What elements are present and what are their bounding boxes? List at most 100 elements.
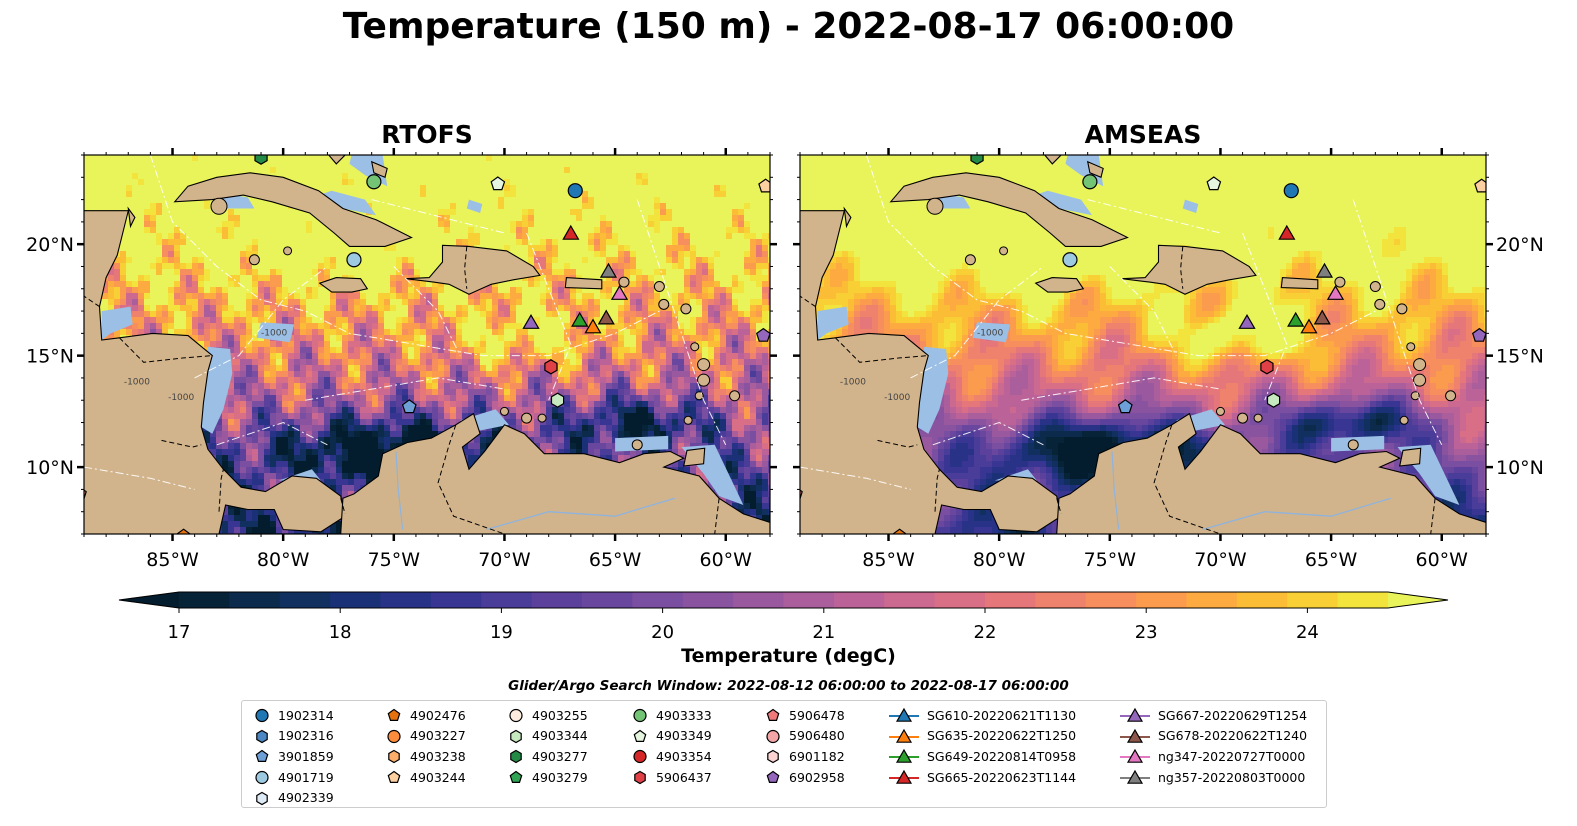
legend-marker-circle <box>387 729 401 743</box>
legend-marker-hexagon <box>256 791 268 805</box>
legend-item: 5906478 <box>763 705 845 726</box>
legend-marker-pentagon <box>255 750 269 763</box>
lon-tick-label: 70°W <box>1194 549 1247 571</box>
lon-tick-label: 75°W <box>368 549 421 571</box>
legend-label: ng357-20220803T0000 <box>1158 769 1306 785</box>
colorbar-label: Temperature (degC) <box>681 645 896 667</box>
legend-label: 6901182 <box>789 748 845 764</box>
legend-symbol <box>766 709 780 722</box>
legend-label: 4903333 <box>656 707 712 723</box>
legend-symbol <box>1126 728 1144 743</box>
colorbar: 17 18 19 20 21 22 23 24 <box>118 591 1449 640</box>
colorbar-segment <box>783 592 835 608</box>
panel-title-amseas: AMSEAS <box>1084 120 1202 149</box>
legend-column: 4903333 4903349 4903354 5906437 <box>630 705 712 787</box>
map-marker-SG667-20220629T1254 <box>1238 314 1256 329</box>
colorbar-under-extend <box>119 592 179 608</box>
legend-label: SG665-20220623T1144 <box>927 769 1077 785</box>
colorbar-segment <box>481 592 533 608</box>
lon-tick-label: 75°W <box>1084 549 1137 571</box>
legend-item: SG665-20220623T1144 <box>887 767 1076 788</box>
legend-symbol <box>387 729 401 743</box>
map-marker-ng347-20220727T0000 <box>1326 285 1345 300</box>
colorbar-segment <box>582 592 633 608</box>
legend-symbol <box>509 709 523 723</box>
lat-tick-label: 15°N <box>26 346 74 368</box>
legend-item: SG610-20220621T1130 <box>887 705 1076 726</box>
map-marker-1902314 <box>567 183 583 199</box>
map-marker-4903244 <box>758 178 770 193</box>
legend-item: SG635-20220622T1250 <box>887 726 1076 747</box>
legend-marker-pentagon <box>387 770 401 784</box>
lon-tick-label: 60°W <box>1416 549 1469 571</box>
map-marker-4903349 <box>1206 176 1222 191</box>
legend-item: SG667-20220629T1254 <box>1118 705 1307 726</box>
legend-column: SG667-20220629T1254 SG678-20220622T1240 ng… <box>1118 705 1307 787</box>
legend-symbol <box>895 728 913 743</box>
lat-tick-label: 15°N <box>1496 346 1544 368</box>
map-marker-ng357-20220803T0000 <box>1315 262 1334 278</box>
map-marker-SG665-20220623T1144 <box>1278 224 1296 240</box>
legend-item: 4902476 <box>384 705 466 726</box>
colorbar-segment <box>380 592 432 608</box>
colorbar-tick-label: 24 <box>1296 622 1319 640</box>
legend-marker-hexagon <box>510 729 522 744</box>
legend-symbol <box>510 750 522 764</box>
colorbar-segment <box>985 592 1036 608</box>
legend-label: SG635-20220622T1250 <box>927 728 1077 744</box>
legend-label: 4903277 <box>532 748 588 764</box>
lat-tick-label: 10°N <box>1496 457 1544 479</box>
lon-tick-label: 65°W <box>1305 549 1358 571</box>
map-marker-4903277 <box>254 155 268 165</box>
legend-symbol <box>255 750 269 763</box>
legend-symbol <box>767 750 779 764</box>
legend-column: 5906478 5906480 6901182 6902958 <box>763 705 845 787</box>
legend-marker-circle <box>766 729 780 743</box>
lon-tick-label: 70°W <box>478 549 531 571</box>
map-panel-amseas: -1000 -1000 -1000 85°W 80°W 75°W 70°W 65°W 60°W 2… <box>793 148 1544 571</box>
legend-marker-pentagon <box>633 729 647 742</box>
map-marker-SG649-20220814T0958 <box>571 311 589 327</box>
map-marker-4901719 <box>1062 252 1078 268</box>
legend-item: 6902958 <box>763 767 845 788</box>
legend-marker-triangle <box>1120 769 1150 784</box>
legend-item: ng357-20220803T0000 <box>1118 767 1307 788</box>
legend-marker-circle <box>633 709 647 723</box>
map-marker-4901719 <box>346 252 362 268</box>
legend-label: SG649-20220814T0958 <box>927 748 1077 764</box>
legend-label: 5906480 <box>789 728 845 744</box>
colorbar-segment <box>1136 592 1188 608</box>
legend-marker-hexagon <box>510 750 522 764</box>
bathymetry-label: -1000 <box>124 378 150 388</box>
legend-label: 4901719 <box>278 769 334 785</box>
lat-tick-label: 20°N <box>1496 234 1544 256</box>
legend-item: 4903277 <box>506 746 588 767</box>
map-figure: -1000 -1000 -1000 85°W 80°W 75°W 70°W 65°W 60°W 2… <box>26 148 1544 640</box>
map-marker-6902958 <box>1471 327 1486 342</box>
legend-symbol <box>1126 708 1144 723</box>
colorbar-tick-label: 20 <box>651 622 674 640</box>
legend-item: 4903227 <box>384 726 466 747</box>
legend-marker-circle <box>255 709 269 723</box>
legend-marker-hexagon <box>256 729 268 744</box>
legend-marker-hexagon <box>767 750 779 764</box>
legend-marker-circle <box>509 709 523 723</box>
legend-label: 4903244 <box>410 769 466 785</box>
colorbar-tick-label: 23 <box>1135 622 1158 640</box>
legend-item: 4903244 <box>384 767 466 788</box>
legend-symbol <box>633 750 647 764</box>
legend-symbol <box>633 729 647 742</box>
legend-label: SG610-20220621T1130 <box>927 707 1077 723</box>
legend-marker-triangle <box>889 708 919 723</box>
colorbar-segment <box>632 592 684 608</box>
colorbar-tick-label: 22 <box>974 622 997 640</box>
colorbar-tick-label: 17 <box>168 622 191 640</box>
legend-marker-triangle <box>889 749 919 764</box>
map-marker-4903349 <box>490 176 506 191</box>
legend-marker-triangle <box>889 769 919 784</box>
legend-symbol <box>1126 769 1144 784</box>
legend-marker-triangle <box>889 728 919 743</box>
legend-marker-circle <box>255 770 269 785</box>
legend-item: 3901859 <box>252 746 334 767</box>
figure-title: Temperature (150 m) - 2022-08-17 06:00:0… <box>342 6 1235 47</box>
